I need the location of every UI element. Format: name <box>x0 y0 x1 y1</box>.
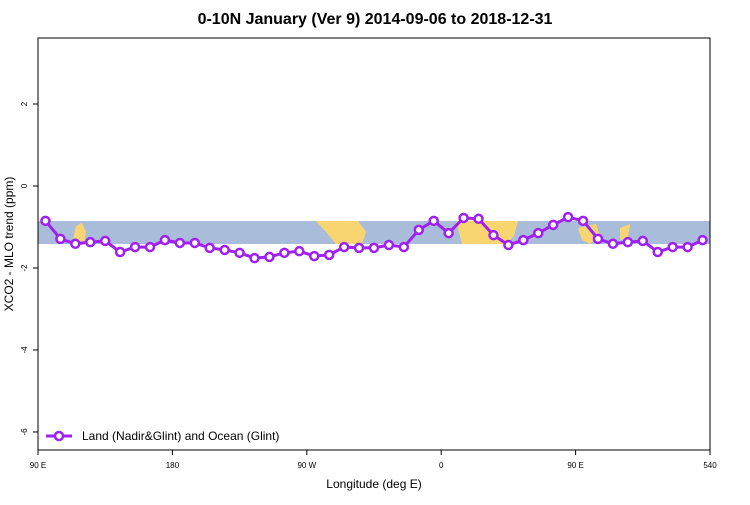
data-point <box>204 242 215 254</box>
data-point <box>682 241 693 253</box>
data-point <box>398 241 410 253</box>
x-tick-label: 180 <box>166 461 180 470</box>
data-point <box>622 236 634 248</box>
data-point <box>114 246 126 258</box>
y-tick-label: -2 <box>20 264 29 272</box>
data-point <box>189 237 201 249</box>
data-point <box>428 215 439 227</box>
data-point <box>174 237 186 249</box>
data-point <box>40 215 51 227</box>
data-point <box>70 238 81 250</box>
data-point <box>294 245 305 257</box>
x-tick-label: 90 E <box>30 461 46 470</box>
ocean-band <box>38 221 710 244</box>
x-tick-label: 0 <box>439 461 444 470</box>
data-point <box>577 215 589 227</box>
data-point <box>667 241 678 253</box>
data-point <box>234 247 245 259</box>
plot-frame <box>37 37 711 451</box>
data-point <box>249 252 260 264</box>
data-point <box>219 244 230 256</box>
data-point <box>607 238 619 250</box>
data-point <box>518 234 529 246</box>
legend-label: Land (Nadir&Glint) and Ocean (Glint) <box>82 429 279 443</box>
data-point <box>637 235 649 247</box>
data-point <box>383 239 395 251</box>
data-point <box>562 211 574 223</box>
x-tick-label: 90 E <box>567 461 583 470</box>
data-point <box>264 251 275 263</box>
data-point <box>547 219 559 231</box>
data-point <box>309 250 320 262</box>
y-tick-label: 2 <box>20 101 29 106</box>
data-point <box>144 241 156 253</box>
land <box>620 224 630 240</box>
data-point <box>413 224 425 236</box>
data-point <box>697 234 708 246</box>
data-point <box>55 233 66 245</box>
chart-title: 0-10N January (Ver 9) 2014-09-06 to 2018… <box>198 11 553 28</box>
y-tick-label: 0 <box>20 183 29 188</box>
data-point <box>652 246 663 258</box>
x-tick-label: 90 W <box>297 461 316 470</box>
data-point <box>488 229 499 241</box>
legend-marker <box>53 430 65 442</box>
land <box>316 221 366 244</box>
data-point <box>533 227 544 239</box>
x-tick-label: 540 <box>703 461 717 470</box>
data-point <box>592 233 604 245</box>
data-point <box>353 242 365 254</box>
data-point <box>368 242 380 254</box>
data-point <box>338 241 350 253</box>
data-point <box>458 212 469 224</box>
y-tick-label: -4 <box>20 346 29 354</box>
map-strip <box>38 221 710 244</box>
data-point <box>159 234 171 246</box>
data-point <box>503 239 514 251</box>
y-axis-label: XCO2 - MLO trend (ppm) <box>2 177 16 312</box>
data-point <box>323 249 335 261</box>
data-point <box>443 227 454 239</box>
y-tick-label: -6 <box>20 428 29 436</box>
data-point <box>99 235 111 247</box>
land <box>456 221 518 244</box>
data-point <box>129 241 141 253</box>
data-point <box>85 236 96 248</box>
x-axis-label: Longitude (deg E) <box>326 477 421 491</box>
data-point <box>279 247 290 259</box>
data-point <box>473 213 484 225</box>
